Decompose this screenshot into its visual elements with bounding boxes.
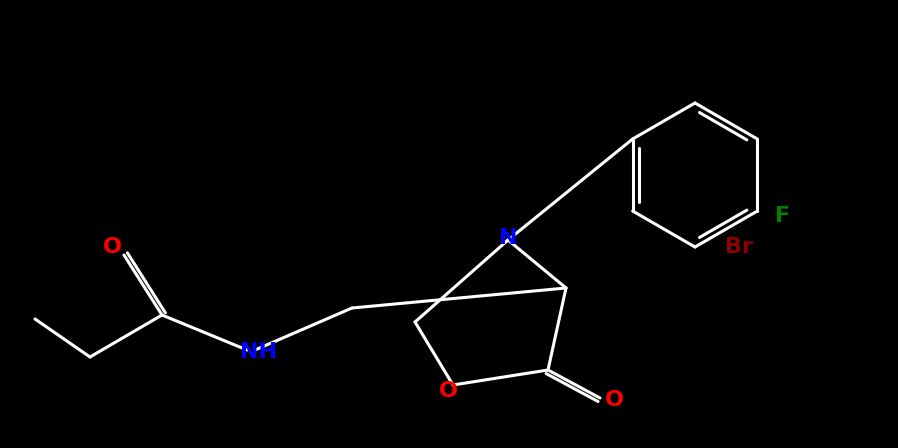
Text: O: O — [438, 381, 457, 401]
Text: NH: NH — [240, 342, 277, 362]
Text: O: O — [102, 237, 121, 257]
Text: O: O — [604, 390, 623, 410]
Text: Br: Br — [725, 237, 753, 257]
Text: F: F — [775, 206, 790, 226]
Text: N: N — [498, 228, 517, 248]
